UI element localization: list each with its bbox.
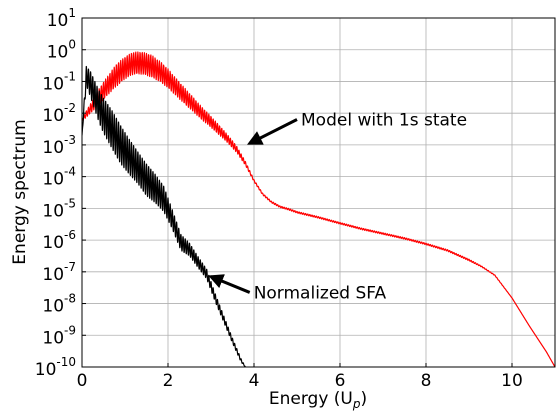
y-tick-label: 100 xyxy=(47,38,76,63)
annotation-arrow xyxy=(208,274,251,294)
y-tick-label: 10-4 xyxy=(42,165,76,190)
y-tick-label: 10-2 xyxy=(42,101,76,126)
x-tick-label: 8 xyxy=(421,371,432,391)
y-tick-label: 10-7 xyxy=(42,260,76,285)
annotation-label: Normalized SFA xyxy=(254,283,387,303)
x-axis-ticks: 0 2 4 6 8 10 xyxy=(77,363,523,391)
x-tick-label: 6 xyxy=(335,371,346,391)
y-tick-label: 10-8 xyxy=(42,292,76,317)
y-tick-label: 10-3 xyxy=(42,133,76,158)
grid xyxy=(82,18,555,367)
series-layer xyxy=(82,51,555,367)
y-tick-label: 10-5 xyxy=(42,196,76,221)
y-tick-label: 10-9 xyxy=(42,323,76,348)
annotation-label: Model with 1s state xyxy=(301,111,467,131)
x-tick-label: 0 xyxy=(77,371,88,391)
series-line xyxy=(82,65,246,367)
x-tick-label: 10 xyxy=(501,371,523,391)
y-axis-label: Energy spectrum xyxy=(10,119,30,264)
annotations: Model with 1s state Normalized SFA xyxy=(208,111,467,303)
y-tick-label: 101 xyxy=(47,6,76,31)
series-line xyxy=(82,51,555,367)
plot-frame xyxy=(81,17,556,368)
y-tick-label: 10-10 xyxy=(35,355,76,380)
y-tick-label: 10-6 xyxy=(42,228,76,253)
y-axis-ticks: 101 100 10-1 10-2 10-3 10-4 10-5 10-6 10-7 10-8 10… xyxy=(35,6,86,380)
annotation-arrow xyxy=(247,118,298,145)
x-axis-label: Energy (Up) xyxy=(269,389,367,411)
y-tick-label: 10-1 xyxy=(42,69,76,94)
x-tick-label: 4 xyxy=(249,371,260,391)
x-tick-label: 2 xyxy=(163,371,174,391)
